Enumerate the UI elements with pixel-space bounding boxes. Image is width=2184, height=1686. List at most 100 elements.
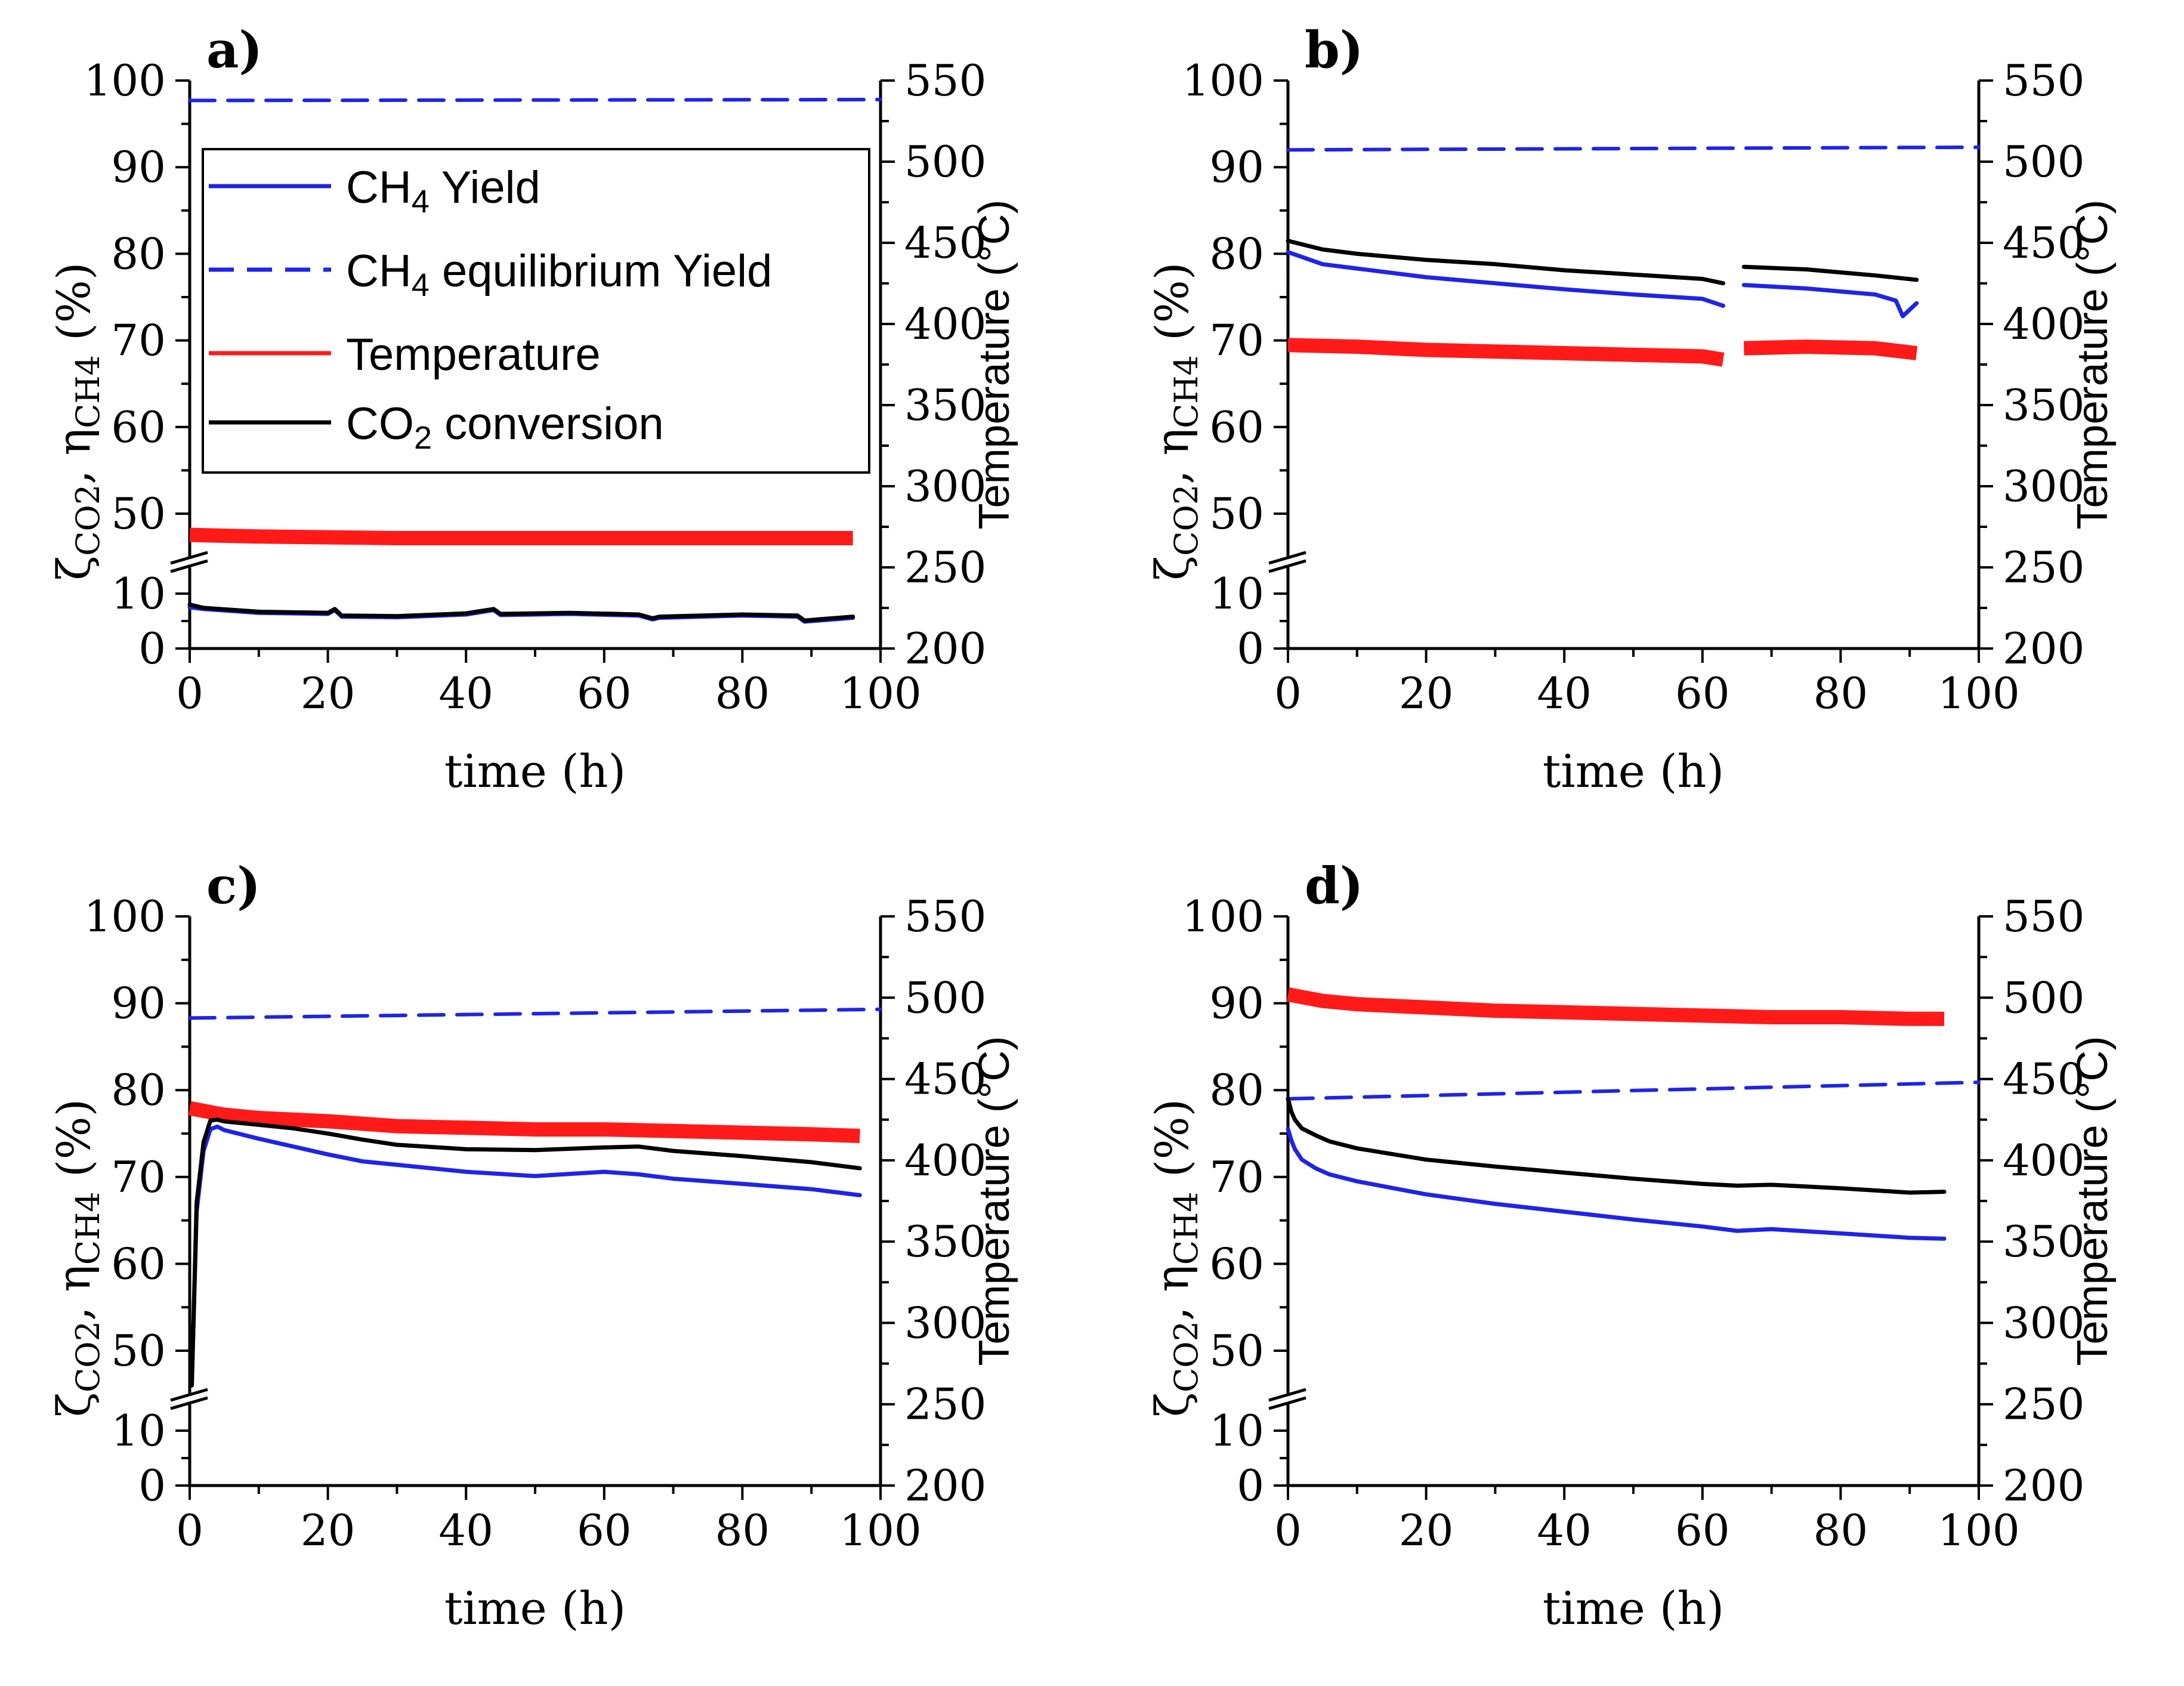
y-left-tick-label: 60 [111, 402, 166, 452]
y-right-tick-label: 200 [904, 623, 986, 674]
y-right-tick-label: 350 [904, 1216, 986, 1267]
y-right-tick-label: 500 [2003, 137, 2084, 187]
y-right-tick-label: 350 [904, 380, 986, 430]
y-left-tick-label: 90 [111, 142, 166, 192]
axis-break-mark [1268, 551, 1306, 565]
y-right-axis-title: Temperature (°C) [2069, 200, 2117, 530]
y-right-tick-label: 300 [904, 1298, 986, 1348]
y-left-tick-label: 70 [1209, 316, 1264, 366]
y-right-tick-label: 450 [904, 1054, 986, 1104]
y-right-axis-title: Temperature (°C) [2069, 1036, 2117, 1366]
y-left-tick-label: 10 [111, 1406, 166, 1456]
x-tick-label: 0 [1274, 668, 1302, 718]
y-left-tick-label: 50 [1209, 1326, 1264, 1376]
x-tick-label: 0 [176, 668, 203, 718]
legend-label-ch4-equilibrium: CH4 equilibrium Yield [346, 246, 772, 303]
y-left-tick-label: 80 [111, 228, 166, 279]
y-right-tick-label: 500 [2003, 972, 2084, 1023]
x-tick-label: 80 [1814, 668, 1868, 718]
x-tick-label: 100 [839, 668, 921, 718]
y-left-tick-label: 0 [1237, 623, 1264, 674]
axis-break-mark [170, 559, 208, 573]
series-temperature [189, 527, 853, 545]
axis-break-mark [170, 551, 208, 565]
legend-label-temperature: Temperature [346, 329, 601, 380]
y-right-tick-label: 400 [904, 1135, 986, 1185]
x-axis-title: time (h) [1543, 1582, 1724, 1635]
y-right-tick-label: 550 [904, 891, 986, 941]
panel-b: 0 20 40 60 80 1000105060708090100200250300350… [1145, 20, 2117, 798]
y-right-axis-title: Temperature (°C) [971, 200, 1018, 530]
y-right-tick-label: 500 [904, 972, 986, 1023]
series-temperature [188, 1101, 860, 1143]
panel-label: a) [206, 20, 262, 79]
legend-box [202, 148, 870, 474]
x-axis-title: time (h) [1543, 745, 1724, 798]
y-right-tick-label: 200 [904, 1460, 986, 1511]
x-tick-label: 20 [301, 668, 356, 718]
y-left-tick-label: 80 [1209, 1065, 1264, 1115]
y-left-tick-label: 10 [1209, 1406, 1264, 1456]
x-tick-label: 0 [176, 1505, 203, 1555]
axis-break-mark [170, 1396, 208, 1410]
series-ch4-yield [190, 1124, 862, 1388]
y-left-tick-label: 100 [1182, 55, 1264, 106]
x-tick-label: 100 [839, 1505, 921, 1555]
y-left-tick-label: 70 [111, 1152, 166, 1202]
y-right-tick-label: 550 [2003, 891, 2084, 941]
series-ch4-yield [1286, 250, 1919, 319]
x-tick-label: 80 [1814, 1505, 1868, 1555]
y-left-tick-label: 10 [1209, 569, 1264, 619]
series-co2-conversion [1286, 239, 1919, 286]
y-right-tick-label: 350 [2003, 1216, 2084, 1267]
panel-c: 0 20 40 60 80 1000105060708090100200250300350… [47, 856, 1018, 1635]
y-right-tick-label: 450 [2003, 218, 2084, 268]
series-ch4-yield [1286, 1127, 1947, 1241]
y-left-tick-label: 60 [1209, 1239, 1264, 1289]
series-co2-conversion [1286, 1097, 1947, 1195]
series-temperature [1286, 987, 1945, 1026]
x-tick-label: 60 [1675, 1505, 1730, 1555]
axis-break-mark [1268, 559, 1306, 573]
x-tick-label: 40 [1537, 668, 1592, 718]
y-left-tick-label: 70 [111, 316, 166, 366]
y-right-tick-label: 250 [904, 542, 986, 592]
y-right-tick-label: 300 [2003, 461, 2084, 511]
series-ch4-equilibrium [188, 97, 882, 103]
y-left-tick-label: 60 [1209, 402, 1264, 452]
x-tick-label: 20 [1399, 1505, 1454, 1555]
legend-label-co2-conversion: CO2 conversion [346, 399, 664, 456]
legend: CH4 Yield CH4 equilibrium Yield Temperat… [202, 148, 870, 474]
panel-a: 0 20 40 60 80 1000105060708090100200250300350… [47, 20, 1018, 798]
panel-label: c) [206, 856, 261, 915]
axis-break-mark [1268, 1396, 1306, 1410]
y-left-tick-label: 0 [138, 623, 166, 674]
y-left-tick-label: 90 [1209, 142, 1264, 192]
y-right-tick-label: 200 [2003, 1460, 2084, 1511]
y-left-tick-label: 100 [1182, 891, 1264, 941]
y-left-axis-title: ζCO2, ηCH4 (%) [47, 262, 107, 580]
panel-label: d) [1305, 856, 1363, 915]
y-right-tick-label: 400 [904, 299, 986, 349]
series-temperature [1287, 338, 1918, 367]
y-right-tick-label: 200 [2003, 623, 2084, 674]
x-tick-label: 40 [438, 668, 493, 718]
y-right-tick-label: 400 [2003, 299, 2084, 349]
y-left-axis-title: ζCO2, ηCH4 (%) [47, 1099, 107, 1417]
y-left-tick-label: 0 [1237, 1460, 1264, 1511]
y-right-axis-title: Temperature (°C) [971, 1036, 1018, 1366]
y-left-tick-label: 100 [84, 891, 166, 941]
x-tick-label: 40 [1537, 1505, 1592, 1555]
x-axis-title: time (h) [444, 1582, 626, 1635]
y-left-tick-label: 100 [84, 55, 166, 106]
x-tick-label: 60 [577, 1505, 632, 1555]
y-left-tick-label: 80 [111, 1065, 166, 1115]
y-right-tick-label: 550 [2003, 55, 2084, 106]
x-tick-label: 100 [1938, 668, 2019, 718]
y-left-tick-label: 90 [111, 978, 166, 1029]
series-ch4-equilibrium [1286, 1080, 1981, 1101]
y-left-tick-label: 50 [111, 489, 166, 539]
series-ch4-equilibrium [188, 1007, 882, 1020]
y-left-tick-label: 10 [111, 569, 166, 619]
